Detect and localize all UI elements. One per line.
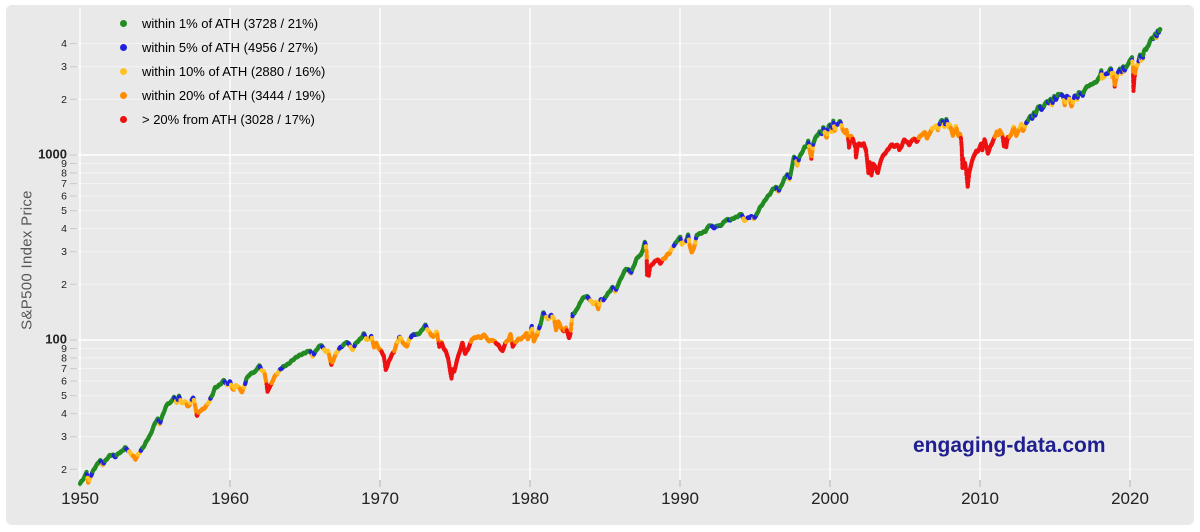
- legend-dot-icon: [120, 91, 127, 99]
- watermark-link[interactable]: engaging-data.com: [913, 434, 1106, 457]
- y-tick-label: 9: [61, 343, 67, 355]
- y-tick-label: 3: [61, 61, 67, 73]
- axis-tick-marks: [70, 43, 1131, 487]
- legend-label: within 1% of ATH (3728 / 21%): [142, 15, 319, 31]
- y-tick-label: 3: [61, 431, 67, 443]
- y-tick-label: 7: [61, 178, 67, 190]
- y-tick-label: 7: [61, 363, 67, 375]
- legend-label: within 10% of ATH (2880 / 16%): [142, 63, 326, 79]
- legend-label: within 20% of ATH (3444 / 19%): [142, 87, 326, 103]
- y-tick-label: 9: [61, 158, 67, 170]
- legend-dot-icon: [120, 19, 127, 27]
- legend-dot-icon: [120, 115, 127, 123]
- x-tick-label: 1960: [211, 489, 249, 508]
- y-tick-label: 6: [61, 376, 67, 388]
- x-tick-label: 1950: [61, 489, 99, 508]
- y-tick-label: 2: [61, 279, 67, 291]
- y-tick-label: 100: [45, 332, 67, 347]
- price-dots: [77, 27, 1163, 486]
- y-tick-label: 6: [61, 191, 67, 203]
- y-tick-label: 2: [61, 94, 67, 106]
- x-tick-label: 2010: [961, 489, 999, 508]
- x-tick-label: 1990: [661, 489, 699, 508]
- legend-dot-icon: [120, 67, 127, 75]
- y-tick-label: 1000: [38, 147, 67, 162]
- legend-dot-icon: [120, 43, 127, 51]
- legend-label: > 20% from ATH (3028 / 17%): [142, 111, 315, 127]
- legend-label: within 5% of ATH (4956 / 27%): [142, 39, 319, 55]
- legend: within 1% of ATH (3728 / 21%) within 5% o…: [120, 11, 325, 131]
- y-tick-label: 8: [61, 167, 67, 179]
- y-tick-label: 3: [61, 246, 67, 258]
- plot-background: [6, 5, 1194, 525]
- x-tick-label: 2020: [1111, 489, 1149, 508]
- x-tick-label: 1980: [511, 489, 549, 508]
- y-tick-label: 5: [61, 205, 67, 217]
- x-tick-label: 1970: [361, 489, 399, 508]
- x-tick-label: 2000: [811, 489, 849, 508]
- y-tick-label: 4: [61, 408, 67, 420]
- legend-item: within 1% of ATH (3728 / 21%): [120, 11, 325, 35]
- gridlines-major: [78, 8, 1193, 480]
- y-tick-label: 4: [61, 38, 67, 50]
- y-tick-label: 4: [61, 223, 67, 235]
- legend-item: > 20% from ATH (3028 / 17%): [120, 107, 325, 131]
- legend-item: within 10% of ATH (2880 / 16%): [120, 59, 325, 83]
- y-tick-label: 2: [61, 464, 67, 476]
- legend-item: within 20% of ATH (3444 / 19%): [120, 83, 325, 107]
- y-axis-title: S&P500 Index Price: [18, 190, 36, 330]
- y-tick-label: 5: [61, 390, 67, 402]
- gridlines-minor: [78, 43, 1193, 470]
- legend-item: within 5% of ATH (4956 / 27%): [120, 35, 325, 59]
- y-tick-label: 8: [61, 352, 67, 364]
